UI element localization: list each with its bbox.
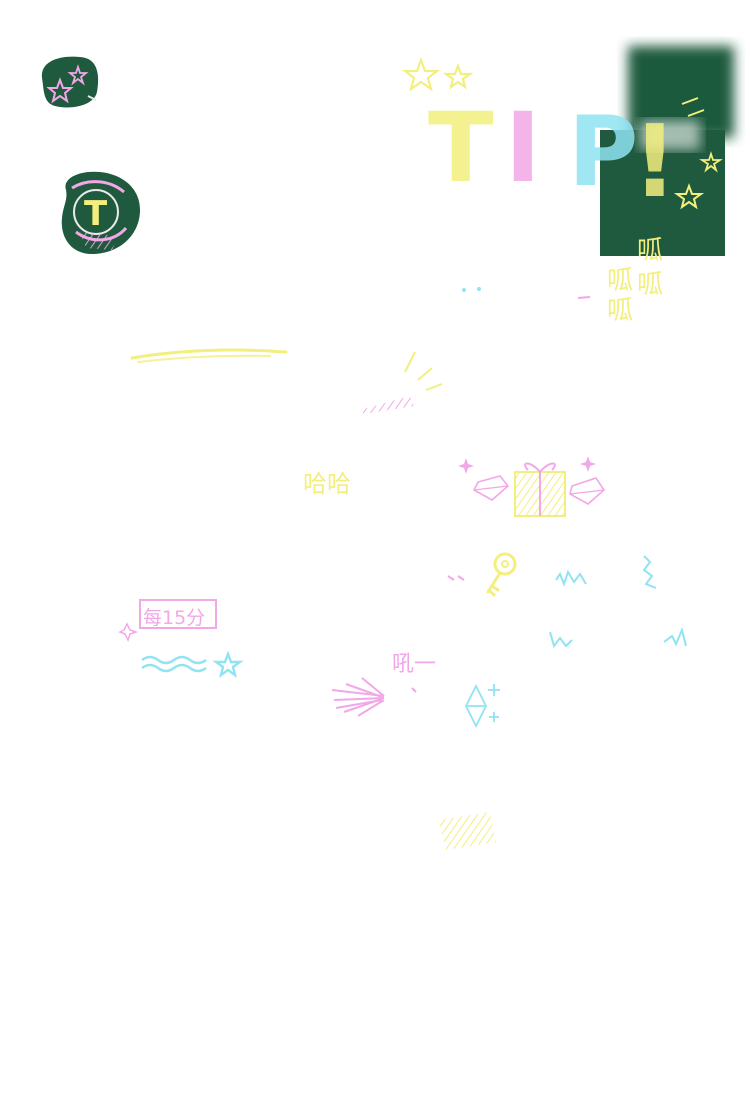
pink-hatch-burst	[360, 351, 443, 414]
every-15-text: 每15分	[143, 607, 206, 629]
green-chalk-panel	[600, 46, 734, 256]
green-blob-stars-sticker	[41, 56, 99, 108]
yellow-hatch-scribble	[438, 812, 496, 850]
green-badge-sticker	[61, 171, 140, 254]
pink-star-icon	[67, 64, 89, 86]
yellow-stars-icon	[401, 56, 723, 210]
pink-dash	[577, 296, 591, 299]
tip-letter-t: T	[428, 92, 494, 204]
pink-label-box	[118, 599, 217, 642]
gua-text: 呱	[607, 266, 634, 296]
cyan-wavy-line	[141, 650, 244, 678]
cyan-squiggles	[549, 555, 687, 649]
pink-speed-burst	[331, 677, 417, 717]
diamond-icon	[458, 456, 606, 505]
tip-letter-p: P	[568, 96, 639, 208]
hou-text: 吼一	[392, 652, 437, 677]
gua-text: 呱	[637, 236, 664, 266]
badge-letter: T	[84, 194, 108, 234]
gift-icon	[514, 462, 566, 517]
pink-star-icon	[46, 77, 74, 104]
gua-text: 呱	[607, 296, 634, 326]
gua-text: 呱	[637, 270, 664, 300]
cyan-star-icon	[212, 650, 244, 678]
yellow-swoosh-line	[130, 348, 288, 360]
cyan-dot	[477, 287, 481, 291]
pink-marks	[447, 575, 465, 581]
key-icon	[486, 552, 517, 597]
crystal-icon	[464, 683, 500, 729]
tip-letter-i: I	[505, 92, 541, 204]
tip-letter-exclaim: !	[632, 103, 678, 220]
haha-text: 哈哈	[303, 470, 351, 498]
cyan-dot	[462, 288, 466, 292]
